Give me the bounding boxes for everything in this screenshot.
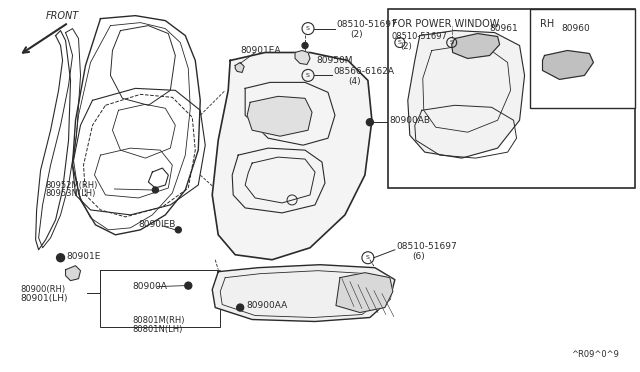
Text: 80801M(RH): 80801M(RH) bbox=[132, 316, 185, 325]
Text: (2): (2) bbox=[350, 30, 362, 39]
Circle shape bbox=[185, 282, 192, 289]
Bar bbox=[529, 9, 636, 108]
Text: S: S bbox=[450, 40, 454, 45]
Polygon shape bbox=[65, 266, 81, 280]
Text: 80901(LH): 80901(LH) bbox=[20, 294, 68, 303]
Text: S: S bbox=[366, 255, 370, 260]
Text: (2): (2) bbox=[400, 42, 412, 51]
Text: 08510-51697: 08510-51697 bbox=[397, 242, 458, 251]
Text: 8090IEB: 8090IEB bbox=[138, 220, 176, 230]
Text: 80901E: 80901E bbox=[67, 252, 101, 261]
Polygon shape bbox=[247, 96, 312, 136]
Text: 80900A: 80900A bbox=[132, 282, 167, 291]
Text: 80801N(LH): 80801N(LH) bbox=[132, 325, 183, 334]
Text: FRONT: FRONT bbox=[46, 11, 79, 20]
Polygon shape bbox=[408, 31, 525, 158]
Text: (6): (6) bbox=[412, 252, 424, 261]
Polygon shape bbox=[336, 273, 393, 312]
Circle shape bbox=[175, 227, 181, 233]
Text: S: S bbox=[398, 40, 402, 45]
Text: S: S bbox=[306, 73, 310, 78]
Polygon shape bbox=[543, 51, 593, 79]
Text: 80900(RH): 80900(RH) bbox=[20, 285, 66, 294]
Circle shape bbox=[56, 254, 65, 262]
Text: 08566-6162A: 08566-6162A bbox=[333, 67, 394, 76]
Polygon shape bbox=[452, 33, 500, 58]
Text: 80952M(RH): 80952M(RH) bbox=[45, 180, 98, 189]
Text: 80950M: 80950M bbox=[316, 56, 353, 65]
Circle shape bbox=[366, 119, 373, 126]
Polygon shape bbox=[212, 52, 372, 260]
Text: 08510-51697: 08510-51697 bbox=[392, 32, 448, 41]
Bar bbox=[388, 9, 636, 188]
Text: 80901EA: 80901EA bbox=[240, 46, 281, 55]
Circle shape bbox=[152, 187, 158, 193]
Text: RH: RH bbox=[540, 19, 554, 29]
Text: 80961: 80961 bbox=[490, 24, 518, 33]
Polygon shape bbox=[212, 265, 395, 321]
Bar bbox=[100, 270, 220, 327]
Circle shape bbox=[237, 304, 244, 311]
Text: FOR POWER WINDOW: FOR POWER WINDOW bbox=[392, 19, 499, 29]
Text: 80953N(LH): 80953N(LH) bbox=[45, 189, 96, 199]
Text: 08510-51697: 08510-51697 bbox=[336, 20, 397, 29]
Polygon shape bbox=[235, 62, 244, 73]
Polygon shape bbox=[295, 51, 310, 64]
Text: 80960: 80960 bbox=[561, 24, 590, 33]
Text: (4): (4) bbox=[348, 77, 360, 86]
Text: S: S bbox=[306, 26, 310, 31]
Text: ^R09^0^9: ^R09^0^9 bbox=[572, 350, 620, 359]
Circle shape bbox=[302, 42, 308, 48]
Text: 80900AB: 80900AB bbox=[390, 116, 431, 125]
Text: 80900AA: 80900AA bbox=[246, 301, 287, 310]
